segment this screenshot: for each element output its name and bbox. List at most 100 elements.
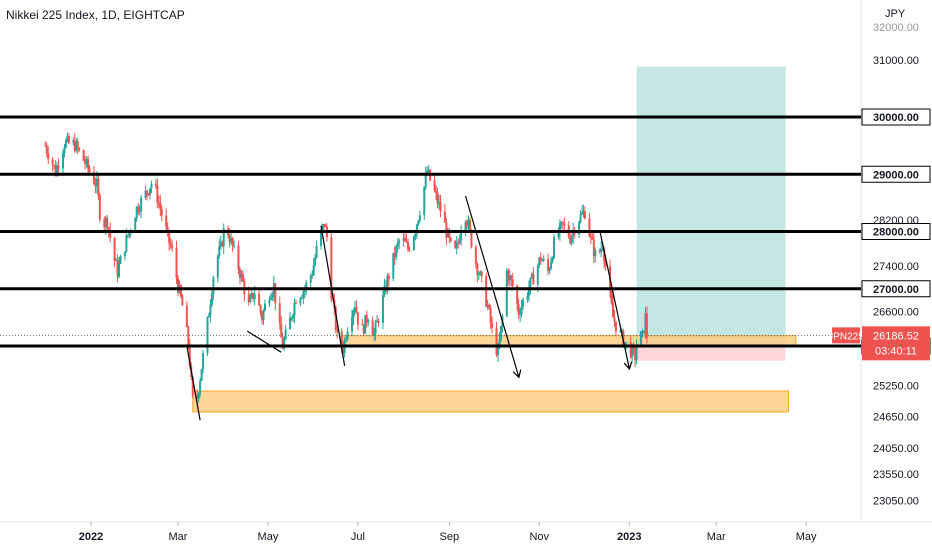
price-tick-top: 32000.00 <box>873 22 919 34</box>
candle <box>579 210 582 224</box>
candle <box>460 224 463 246</box>
candle-body <box>464 221 467 232</box>
candle-body <box>356 312 359 325</box>
candle <box>230 232 233 245</box>
candle-body <box>303 289 306 292</box>
candle <box>51 156 54 172</box>
candle <box>290 316 293 321</box>
candle-body <box>249 296 252 303</box>
candle <box>408 246 411 252</box>
trend-arrow-5 <box>599 230 629 368</box>
candle <box>241 270 244 283</box>
candle <box>539 252 542 265</box>
candle <box>505 268 508 318</box>
candle <box>538 256 541 269</box>
candle <box>97 173 100 200</box>
candle <box>458 234 461 245</box>
candle <box>302 288 305 304</box>
candle-body <box>104 217 107 228</box>
candle <box>527 280 530 302</box>
candle-body <box>598 250 601 253</box>
candle-body <box>446 230 449 238</box>
candle-body <box>402 238 405 241</box>
candle <box>417 220 420 226</box>
candle-body <box>603 248 606 262</box>
candle-body <box>157 202 160 204</box>
candle <box>311 270 314 279</box>
candle <box>118 256 121 279</box>
candle-body <box>423 186 426 216</box>
price-tick-27400: 27400.00 <box>873 261 919 273</box>
candle-body <box>177 278 179 293</box>
candle <box>486 299 489 311</box>
candle-body <box>570 236 573 244</box>
trend-line-3 <box>320 225 346 366</box>
candle-body <box>191 377 194 396</box>
candle <box>418 210 421 224</box>
candle <box>137 202 140 216</box>
candle-body <box>433 180 436 191</box>
candle-body <box>505 270 508 317</box>
candle-body <box>199 380 202 394</box>
candle-body <box>64 140 67 148</box>
candle <box>200 369 203 382</box>
candle-body <box>53 165 56 167</box>
candle-body <box>293 302 296 316</box>
candle <box>365 310 368 328</box>
candle-body <box>486 304 489 307</box>
time-tick-may-2: May <box>258 531 279 543</box>
candle-body <box>467 219 470 226</box>
candle <box>207 312 210 318</box>
candle <box>171 239 174 252</box>
candle-body <box>261 312 264 321</box>
candle-body <box>511 279 514 286</box>
candle-body <box>88 168 91 173</box>
candle-body <box>581 212 584 215</box>
candle <box>364 314 367 334</box>
candle-body <box>137 206 140 212</box>
candle-body <box>210 294 213 306</box>
candle <box>240 269 243 283</box>
candle <box>520 299 523 318</box>
candle-body <box>485 275 488 307</box>
candle <box>612 294 614 318</box>
candle-body <box>519 314 522 316</box>
candle <box>449 237 452 243</box>
candle <box>134 217 137 231</box>
candle <box>278 296 281 330</box>
candle-body <box>84 160 87 165</box>
candle-body <box>457 242 460 244</box>
candle-body <box>138 211 141 213</box>
candle-body <box>415 224 418 234</box>
candle <box>642 330 645 335</box>
candle-body <box>635 346 638 360</box>
level-label-box-27000 <box>861 280 931 298</box>
candle-body <box>230 237 233 243</box>
candle-body <box>455 242 458 249</box>
candle <box>598 248 601 254</box>
candle-body <box>435 190 438 193</box>
candle <box>491 316 494 334</box>
candle <box>146 190 149 201</box>
candle-body <box>185 305 188 327</box>
candle-body <box>495 327 498 355</box>
candle <box>63 144 66 158</box>
candle <box>258 289 261 306</box>
candle-body <box>489 308 492 323</box>
candle-body <box>103 219 106 228</box>
candle <box>346 327 349 342</box>
candle-body <box>314 257 317 266</box>
candle <box>312 258 315 277</box>
level-label-30000: 30000.00 <box>873 112 919 124</box>
candle-body <box>240 273 243 278</box>
price-tick-23550: 23550.00 <box>873 469 919 481</box>
candle-body <box>408 249 411 251</box>
candle <box>511 273 514 290</box>
candle <box>264 299 266 312</box>
candle-body <box>75 141 78 151</box>
candle-body <box>594 250 597 257</box>
candle-body <box>466 221 469 226</box>
candle <box>541 258 544 262</box>
candle-body <box>166 227 169 230</box>
